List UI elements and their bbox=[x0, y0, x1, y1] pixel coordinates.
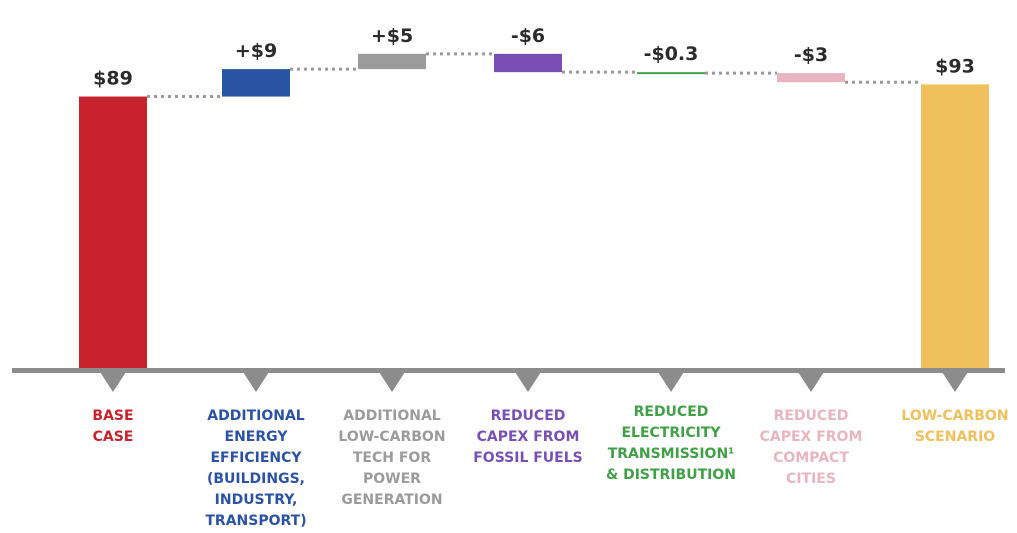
category-label: REDUCED CAPEX FROM COMPACT CITIES bbox=[759, 408, 863, 487]
total-bar bbox=[79, 96, 147, 369]
delta-bar bbox=[637, 72, 705, 75]
axis-tick-marker bbox=[658, 372, 684, 392]
delta-bar bbox=[777, 73, 845, 83]
axis-tick-marker bbox=[379, 372, 405, 392]
category-label: REDUCED CAPEX FROM FOSSIL FUELS bbox=[473, 408, 583, 466]
x-axis-line bbox=[12, 368, 1005, 373]
value-label: +$5 bbox=[371, 25, 413, 47]
value-label: -$6 bbox=[511, 25, 545, 47]
category-label: ADDITIONAL ENERGY EFFICIENCY (BUILDINGS,… bbox=[205, 408, 307, 529]
value-label: +$9 bbox=[235, 40, 277, 62]
axis-tick-marker bbox=[942, 372, 968, 392]
category-label: REDUCED ELECTRICITY TRANSMISSION¹ & DIST… bbox=[606, 404, 736, 483]
axis-tick-marker bbox=[243, 372, 269, 392]
axis-tick-marker bbox=[515, 372, 541, 392]
axis-tick-marker bbox=[798, 372, 824, 392]
category-label: LOW-CARBON SCENARIO bbox=[901, 408, 1009, 445]
value-label: -$3 bbox=[794, 44, 828, 66]
delta-bar bbox=[222, 69, 290, 97]
category-label: ADDITIONAL LOW-CARBON TECH FOR POWER GEN… bbox=[338, 408, 446, 508]
value-label: $89 bbox=[93, 68, 133, 90]
category-label: BASE CASE bbox=[92, 408, 134, 445]
value-label: $93 bbox=[935, 55, 975, 77]
total-bar bbox=[921, 84, 989, 368]
delta-bar bbox=[358, 53, 426, 70]
axis-tick-marker bbox=[100, 372, 126, 392]
delta-bar bbox=[494, 53, 562, 73]
value-label: -$0.3 bbox=[644, 43, 699, 65]
